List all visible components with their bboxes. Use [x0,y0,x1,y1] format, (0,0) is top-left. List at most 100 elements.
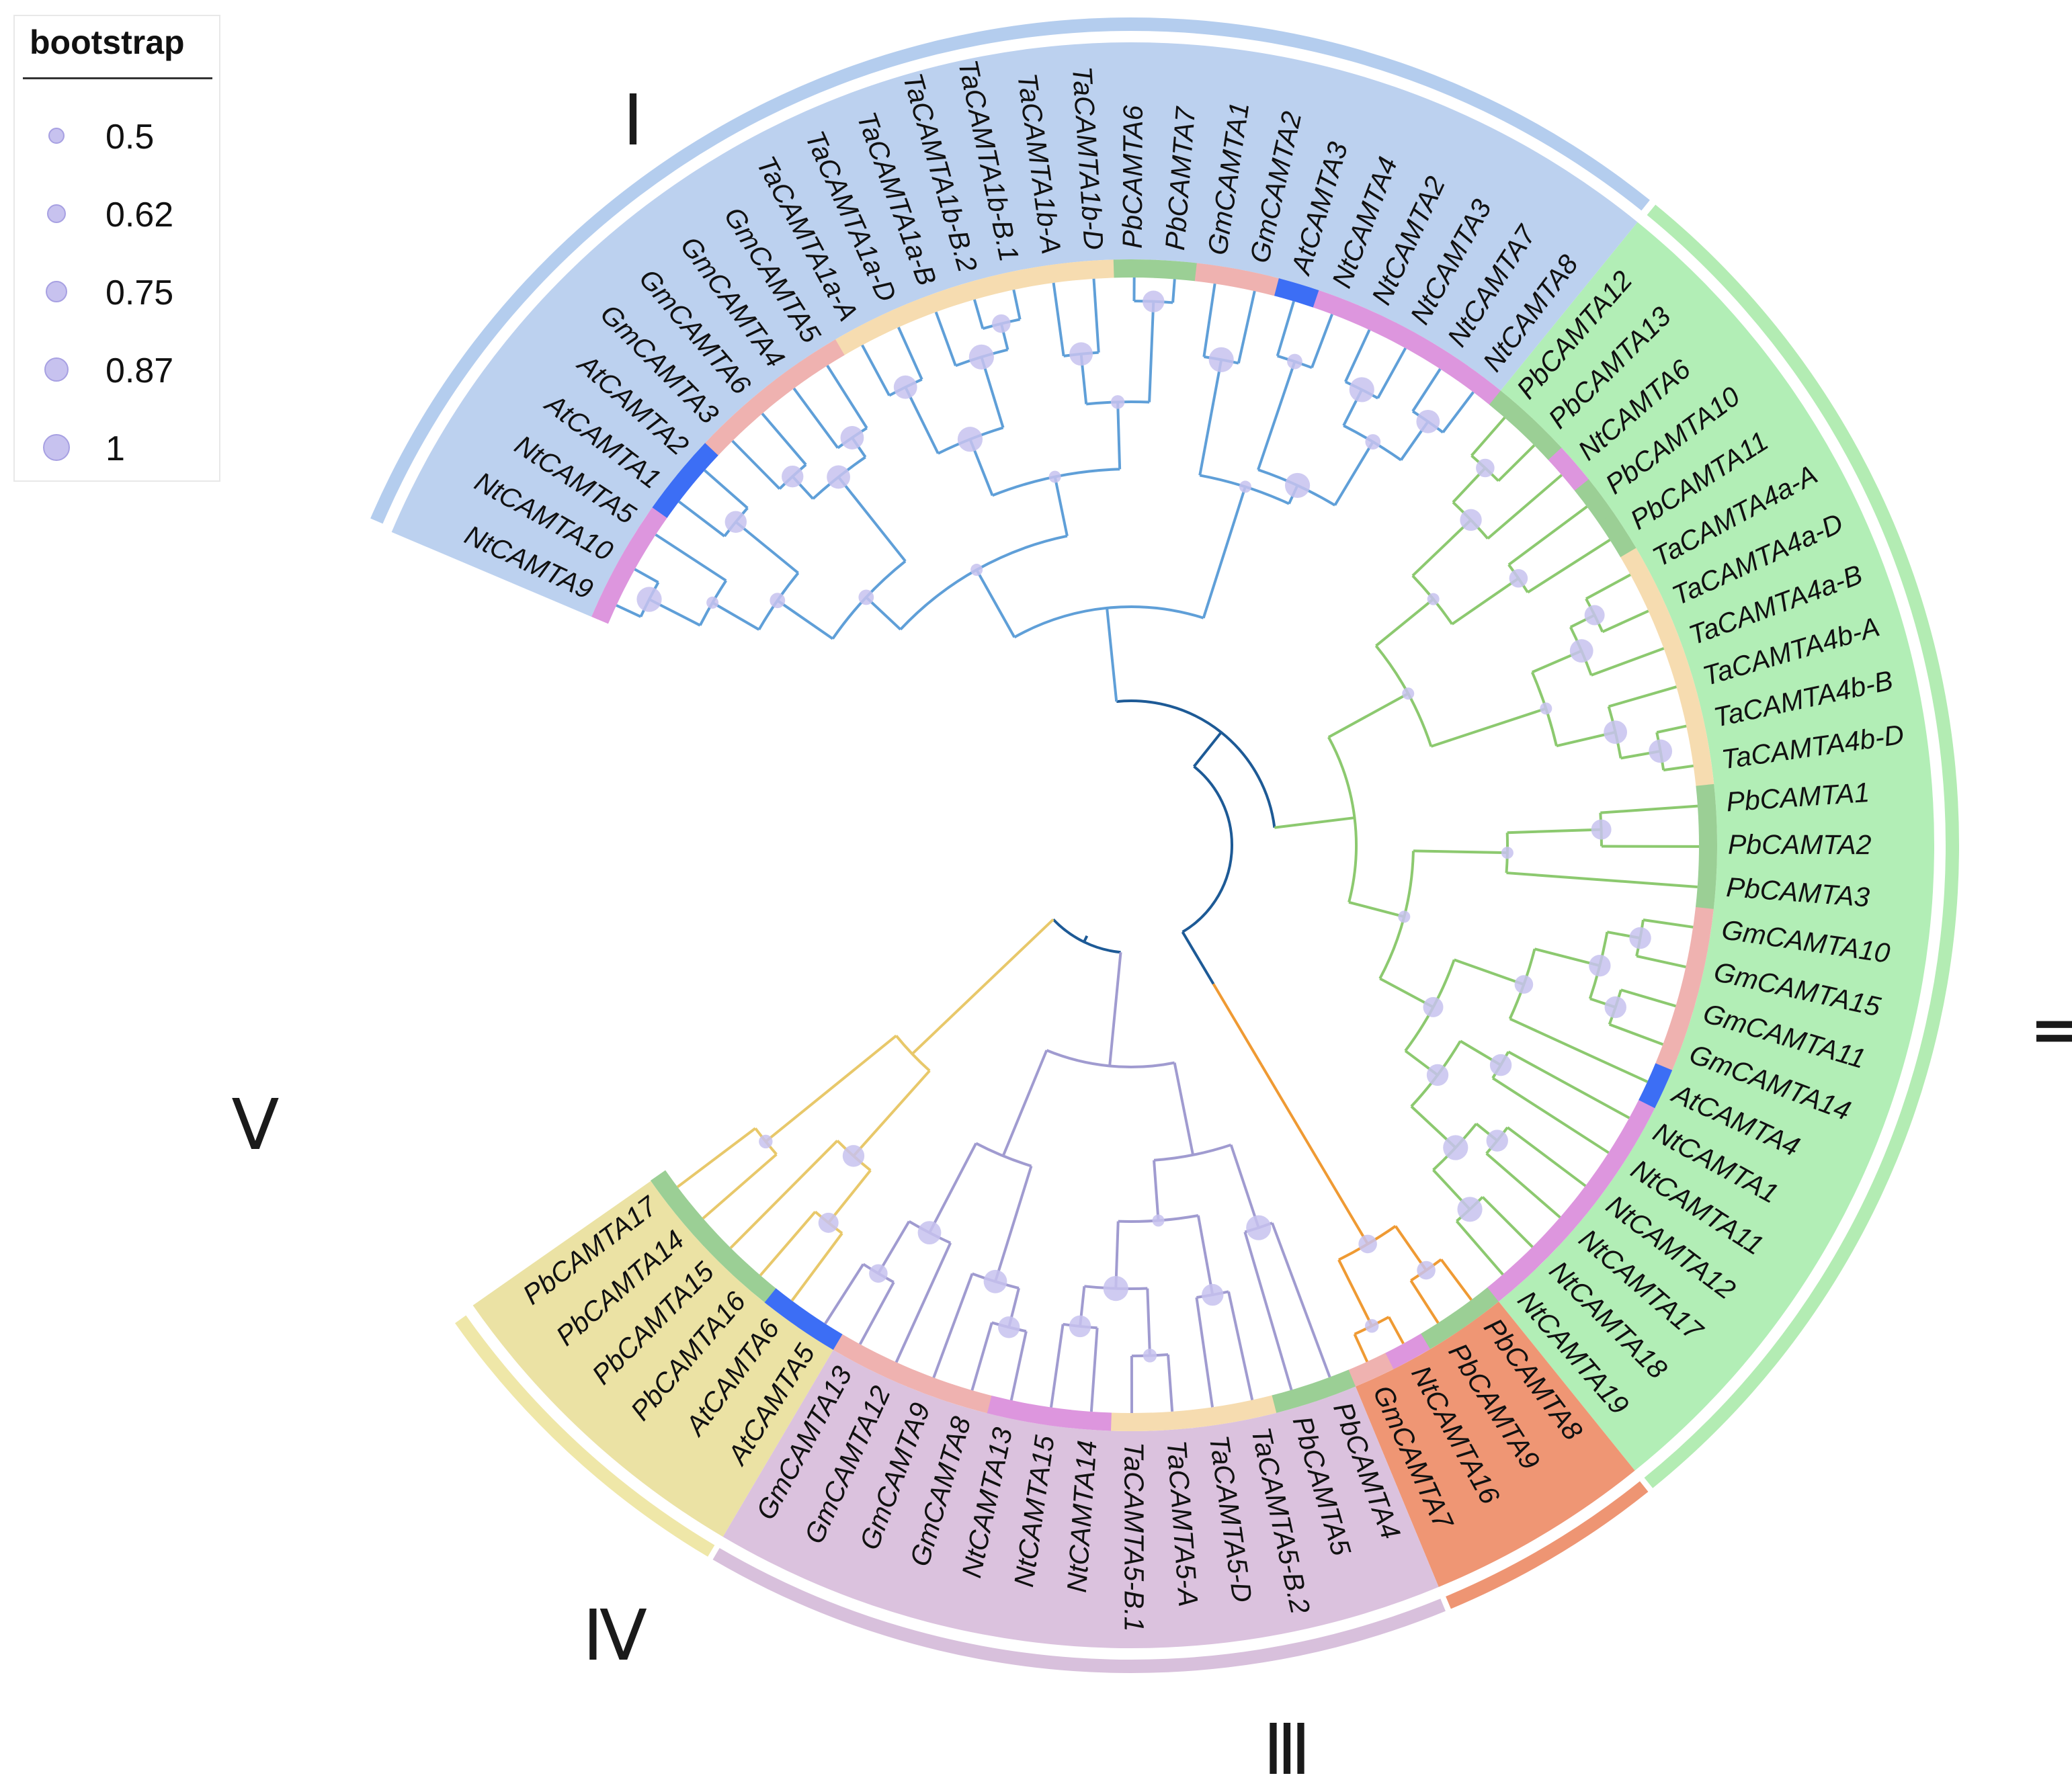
branch-line [759,1211,817,1277]
bootstrap-dot [917,1221,942,1245]
bootstrap-dot [1398,910,1411,923]
bootstrap-dot [1584,605,1605,626]
branch-line [1585,573,1631,600]
branch-line [1506,871,1698,888]
branch-line [1243,1232,1293,1391]
branch-arc [1116,699,1276,828]
branch-arc [975,1142,1032,1168]
branch-line [1455,1220,1504,1276]
bootstrap-dot [842,1145,865,1167]
branch-line [1009,1330,1028,1401]
species-segment [1656,622,1688,669]
branch-line [895,1242,952,1363]
species-segment [800,339,845,377]
species-segment [766,361,811,401]
bootstrap-dot [1540,702,1552,715]
bootstrap-dot [1048,470,1061,483]
bootstrap-dot [1358,1234,1377,1254]
branch-line [1195,1297,1214,1408]
branch-line [865,596,902,631]
species-segment [949,276,995,306]
clade-ring-III [1446,1481,1649,1609]
branch-line [1229,1144,1260,1228]
bootstrap-dot [1443,1135,1468,1160]
species-segment [989,267,1034,295]
branch-line [1274,816,1355,829]
bootstrap-dot [858,589,874,605]
branch-line [1148,301,1155,402]
branch-line [1092,278,1100,353]
branch-line [1497,444,1536,482]
legend-item: 0.87 [15,337,216,404]
branch-line [897,327,923,380]
branch-line [1116,402,1122,470]
bootstrap-dot-icon [46,281,67,302]
clade-label-II: Ⅱ [2021,1014,2072,1048]
species-segment [1423,343,1468,381]
species-segment [869,1353,915,1388]
branch-line [1353,1333,1369,1363]
species-segment [907,1370,953,1402]
legend-item: 0.62 [15,181,216,249]
bootstrap-legend: bootstrap 0.5 0.62 0.75 0.87 1 [13,15,220,482]
bootstrap-dot [1417,1261,1436,1280]
species-segment [1690,742,1714,787]
branch-arc [1046,1049,1175,1068]
branch-line [1212,983,1263,1066]
species-segment [1069,1410,1112,1431]
branch-line [761,413,807,466]
bootstrap-dot [1604,996,1626,1019]
bootstrap-dot [968,344,994,370]
branch-line [729,1140,839,1249]
branch-line [1609,1023,1664,1046]
branch-arc [1013,605,1204,639]
branch-line [972,299,985,329]
branch-line [634,568,659,584]
branch-line [616,604,642,618]
branch-line [1487,474,1563,540]
legend-item-label: 0.87 [106,351,174,390]
species-segment [1670,661,1700,707]
bootstrap-dot [1103,1276,1128,1302]
bootstrap-dot [1569,639,1593,663]
species-segment [1597,1135,1635,1181]
leaf-label: TaCAMTA5-B.1 [1118,1442,1149,1632]
branch-line [1153,1160,1160,1221]
clade-label-I: Ⅰ [623,83,644,160]
bootstrap-dot [957,427,983,452]
bootstrap-dot [998,1316,1020,1338]
branch-arc [1327,736,1358,903]
legend-item-label: 1 [106,429,125,468]
bootstrap-dot [1287,353,1302,370]
branch-line [1608,685,1677,708]
species-segment [1573,1169,1612,1214]
branch-line [1001,1050,1048,1157]
bootstrap-dot [1365,434,1381,450]
branch-line [934,311,957,366]
branch-line [1198,359,1223,476]
species-segment [629,507,667,552]
branch-line [826,365,868,429]
species-segment [835,319,881,355]
branch-line [1481,1196,1534,1248]
bootstrap-dot [1143,1349,1157,1363]
species-segment [1384,1333,1430,1370]
bootstrap-dot [1457,1197,1483,1222]
species-segment [1113,259,1156,278]
species-segment [1151,1410,1195,1431]
bootstrap-dot [1509,568,1528,588]
species-segment [1454,1287,1499,1327]
species-segment [703,1233,745,1275]
bootstrap-dot [1486,1129,1508,1152]
branch-line [1050,1324,1065,1408]
branch-line [1106,607,1118,702]
branch-line [1198,959,1215,985]
branch-line [731,439,781,490]
branch-line [1656,724,1687,734]
bootstrap-dot [992,314,1011,333]
branch-line [1430,707,1546,748]
branch-line [1454,958,1525,986]
species-segment [609,542,646,587]
bootstrap-dot [1246,1215,1272,1240]
branch-line [1171,279,1176,303]
